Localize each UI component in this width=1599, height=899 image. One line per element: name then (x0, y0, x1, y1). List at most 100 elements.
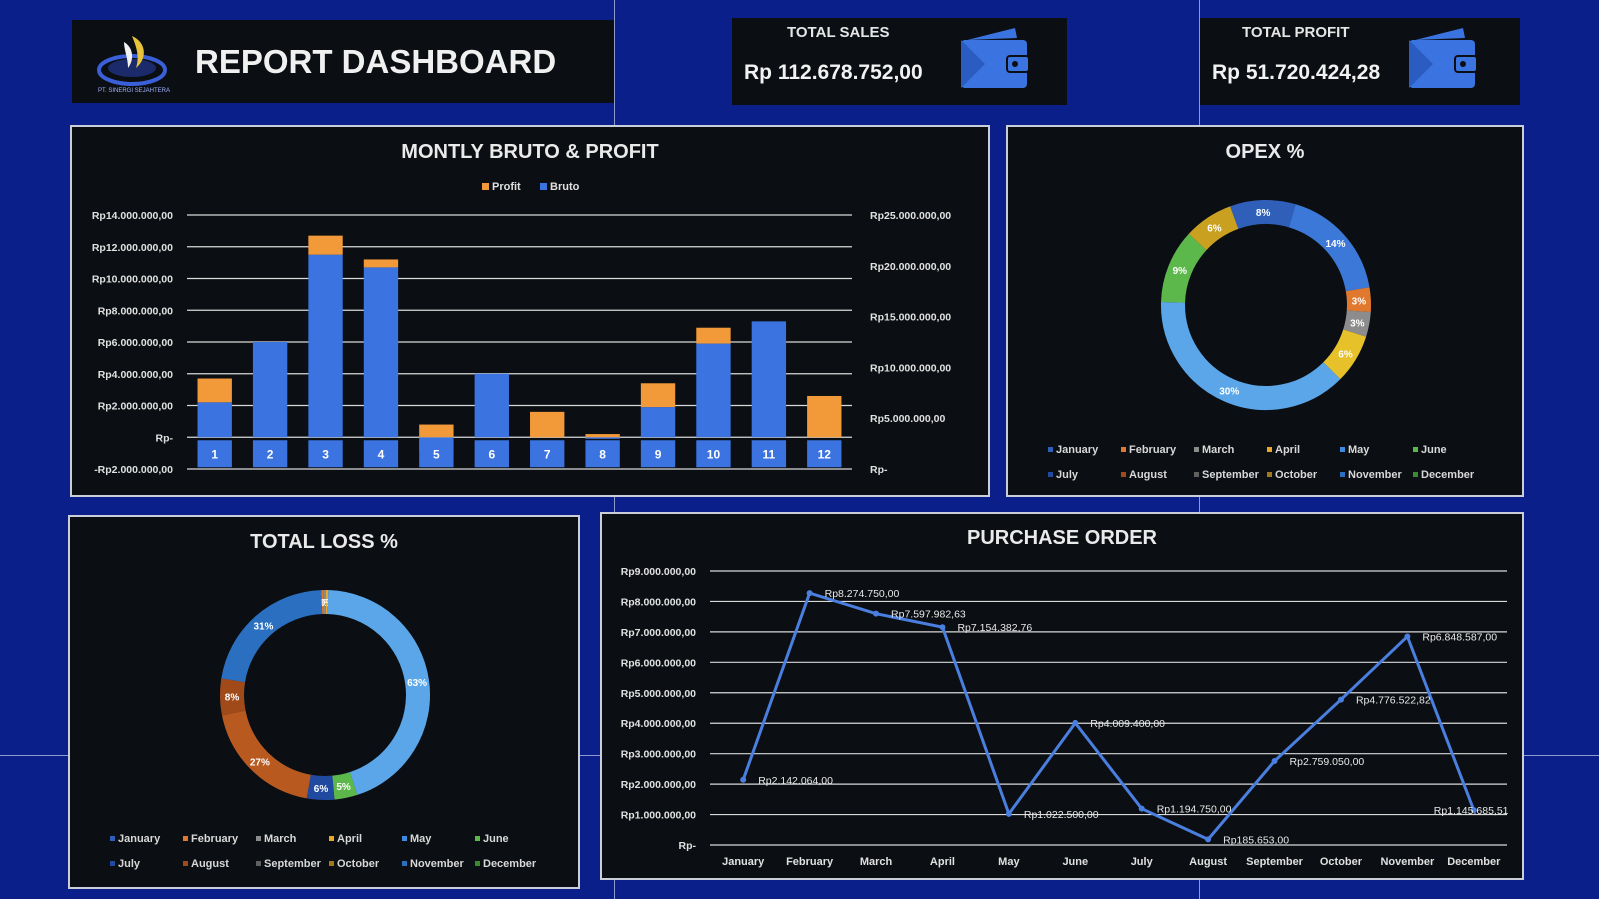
purchase-order-title: PURCHASE ORDER (966, 527, 1158, 549)
bar-profit (530, 411, 565, 438)
data-label: Rp7.597.982,63 (891, 609, 966, 621)
x-axis-tick-label: October (1320, 856, 1363, 868)
kpi-total-sales-label: TOTAL SALES (787, 24, 890, 41)
data-point (1005, 810, 1012, 817)
left-axis-tick-label: Rp4.000.000,00 (98, 369, 173, 381)
x-axis-tick-label: February (786, 856, 834, 868)
legend-label: March (264, 833, 297, 845)
legend-swatch (183, 861, 188, 866)
data-label: Rp1.022.500,00 (1024, 809, 1099, 821)
x-axis-tick-label: June (1062, 856, 1088, 868)
legend-swatch (256, 861, 261, 866)
x-axis-tick-label: August (1189, 856, 1227, 868)
wallet-icon (961, 28, 1030, 88)
x-axis-tick-label: March (860, 856, 893, 868)
legend-label: September (1202, 469, 1260, 481)
legend-swatch (402, 836, 407, 841)
legend-label: May (410, 833, 432, 845)
donut-slice (222, 710, 312, 799)
legend-swatch (1194, 472, 1199, 477)
category-label: 5 (433, 447, 440, 461)
category-label: 7 (544, 447, 551, 461)
data-point (806, 590, 813, 597)
category-label: 8 (599, 447, 606, 461)
purchase-order-chart: Rp- Rp1.000.000,00 Rp2.000.000,00 Rp3.000.0… (621, 566, 1509, 868)
donut-data-label: 0% (318, 598, 333, 609)
legend-label: October (1275, 469, 1318, 481)
data-label: Rp2.142.064,00 (758, 775, 833, 787)
legend-swatch (329, 861, 334, 866)
x-axis-tick-label: November (1380, 856, 1435, 868)
bar-bruto (308, 254, 343, 438)
y-axis-tick-label: Rp- (679, 840, 697, 852)
donut-slice (332, 771, 358, 800)
left-axis-tick-label: Rp14.000.000,00 (92, 210, 173, 222)
purchase-order-panel: PURCHASE ORDER Rp- Rp1.000.000,00 Rp2.000.… (600, 512, 1524, 880)
bruto-profit-title: MONTLY BRUTO & PROFIT (401, 141, 659, 163)
category-label-box (640, 440, 676, 468)
right-axis-tick-label: Rp5.000.000,00 (870, 413, 945, 425)
category-label-box (419, 440, 454, 468)
legend-swatch (1048, 472, 1053, 477)
y-axis-tick-label: Rp3.000.000,00 (621, 749, 696, 761)
x-axis-tick-label: September (1246, 856, 1304, 868)
category-label: 2 (267, 447, 274, 461)
legend-swatch (1121, 447, 1126, 452)
left-axis-tick-label: Rp2.000.000,00 (98, 401, 173, 413)
x-axis-tick-label: July (1131, 856, 1154, 868)
donut-slice (1343, 310, 1371, 337)
legend-label: November (1348, 469, 1403, 481)
donut-slice (1345, 287, 1371, 313)
legend-label: January (1056, 444, 1099, 456)
data-label: Rp8.274.750,00 (825, 588, 900, 600)
donut-data-label: 9% (1173, 266, 1188, 277)
donut-slice (327, 590, 430, 795)
y-axis-tick-label: Rp4.000.000,00 (621, 718, 696, 730)
bar-bruto (751, 321, 787, 438)
bar-bruto (252, 342, 288, 438)
left-axis-tick-label: Rp6.000.000,00 (98, 337, 173, 349)
category-label-box (197, 440, 232, 468)
legend-swatch (1413, 472, 1418, 477)
kpi-total-sales-value: Rp 112.678.752,00 (744, 61, 923, 84)
bar-bruto (696, 343, 731, 438)
category-label: 12 (818, 447, 832, 461)
x-axis-tick-label: May (998, 856, 1020, 868)
page-title: REPORT DASHBOARD (195, 43, 557, 80)
legend-swatch (475, 836, 480, 841)
kpi-total-profit-label: TOTAL PROFIT (1242, 24, 1350, 41)
donut-slice (1230, 200, 1296, 230)
y-axis-tick-label: Rp8.000.000,00 (621, 596, 696, 608)
donut-data-label: 27% (250, 757, 270, 768)
legend-label: September (264, 858, 322, 870)
category-label: 6 (488, 447, 495, 461)
donut-data-label: 5% (336, 782, 351, 793)
data-point (1470, 807, 1477, 814)
category-label: 1 (211, 447, 218, 461)
opex-panel: OPEX % 8% 14% 3% 3% 6% 30% 9% 6% January February… (1006, 125, 1524, 497)
legend-label: October (337, 858, 380, 870)
donut-slice (306, 774, 335, 800)
legend-label-profit: Profit (492, 181, 521, 193)
legend-swatch (183, 836, 188, 841)
bruto-profit-panel: MONTLY BRUTO & PROFIT -Rp2.000.000,00 Rp-… (70, 125, 990, 497)
data-point (1337, 696, 1344, 703)
legend-swatch (1340, 447, 1345, 452)
bar-profit (308, 235, 343, 255)
legend-swatch (110, 836, 115, 841)
donut-slice (221, 590, 323, 683)
legend-swatch (1267, 447, 1272, 452)
donut-slice (1188, 206, 1239, 251)
donut-data-label: 8% (1256, 208, 1271, 219)
legend-label: August (1129, 469, 1167, 481)
donut-slice (1161, 301, 1341, 410)
bar-profit (419, 424, 454, 438)
legend-label: November (410, 858, 465, 870)
category-label-box (807, 440, 842, 468)
left-axis-tick-label: Rp12.000.000,00 (92, 242, 173, 254)
donut-data-label: 6% (1338, 349, 1353, 360)
legend-swatch (1340, 472, 1345, 477)
category-label: 11 (763, 447, 776, 461)
company-logo-icon: PT. SINERGI SEJAHTERA (97, 36, 170, 94)
bar-profit (585, 434, 620, 438)
